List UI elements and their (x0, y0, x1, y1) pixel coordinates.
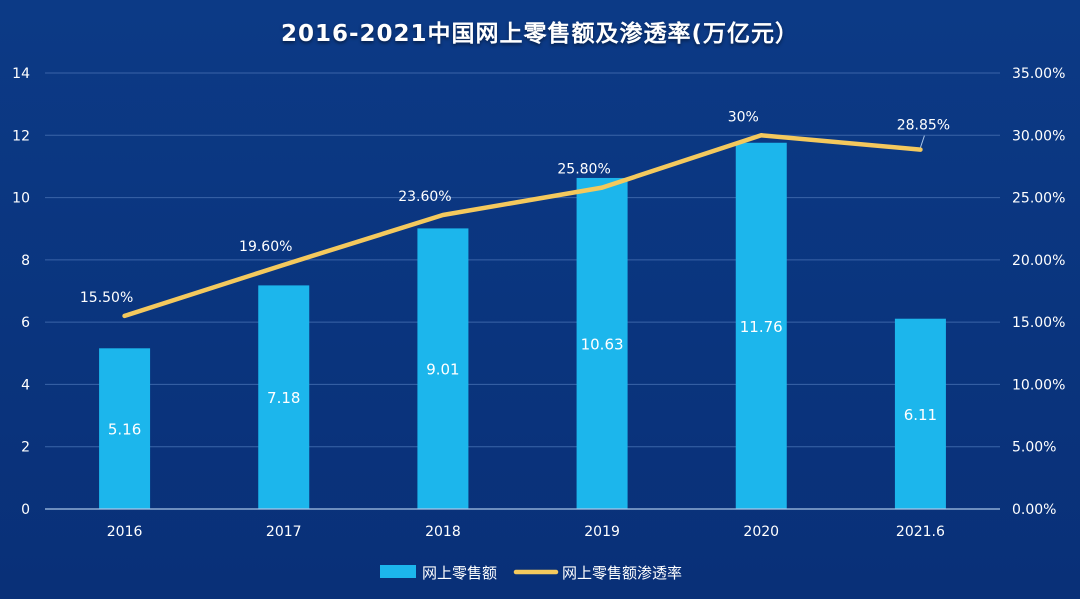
y-right-tick-label: 10.00% (1012, 377, 1065, 393)
x-tick-label: 2018 (425, 524, 461, 540)
y-right-tick-label: 0.00% (1012, 502, 1056, 518)
line-data-labels: 15.50% 19.60% 23.60% 25.80% 30% 28.85% (80, 109, 950, 306)
line-point (281, 262, 286, 267)
line-data-label: 25.80% (557, 162, 610, 178)
line-point (600, 185, 605, 190)
bar-data-label: 7.18 (267, 389, 300, 407)
y-left-tick-label: 8 (21, 253, 30, 269)
y-left-tick-label: 0 (21, 502, 30, 518)
y-left-tick-label: 10 (12, 191, 30, 207)
chart-title: 2016-2021中国网上零售额及渗透率(万亿元） (280, 21, 800, 47)
bar (417, 228, 469, 509)
bar (258, 285, 310, 509)
bar-data-label: 6.11 (904, 406, 937, 424)
bar-data-label: 9.01 (426, 361, 459, 379)
left-axis: 0 2 4 6 8 10 12 14 (12, 66, 30, 518)
line-point (440, 213, 445, 218)
bar-data-label: 10.63 (581, 335, 624, 353)
label-leader-line (919, 135, 925, 148)
x-tick-label: 2016 (107, 524, 143, 540)
y-left-tick-label: 14 (12, 66, 30, 82)
x-tick-label: 2017 (266, 524, 302, 540)
x-tick-label: 2020 (743, 524, 779, 540)
legend: 网上零售额 网上零售额渗透率 (380, 564, 682, 582)
y-right-tick-label: 15.00% (1012, 315, 1065, 331)
y-right-tick-label: 25.00% (1012, 191, 1065, 207)
y-right-tick-label: 20.00% (1012, 253, 1065, 269)
x-tick-label: 2021.6 (896, 524, 945, 540)
bar (576, 177, 628, 510)
legend-swatch-bar (380, 565, 416, 578)
line-point (759, 133, 764, 138)
bar-data-label: 5.16 (108, 421, 141, 439)
line-data-label: 30% (728, 109, 759, 125)
y-left-tick-label: 12 (12, 128, 30, 144)
line-path (122, 133, 923, 319)
right-axis: 0.00% 5.00% 10.00% 15.00% 20.00% 25.00% 30.00%… (1012, 66, 1065, 518)
y-right-tick-label: 35.00% (1012, 66, 1065, 82)
bar-data-label: 11.76 (740, 318, 783, 336)
legend-label: 网上零售额渗透率 (562, 564, 682, 582)
bar (735, 142, 787, 509)
line-point (918, 147, 923, 152)
line-point (122, 313, 127, 318)
line-data-label: 19.60% (239, 239, 292, 255)
bar-series (99, 142, 946, 510)
x-axis: 2016 2017 2018 2019 2020 2021.6 (45, 508, 1000, 540)
line-data-label: 23.60% (398, 189, 451, 205)
legend-label: 网上零售额 (422, 564, 497, 582)
y-left-tick-label: 4 (21, 377, 30, 393)
line-data-label: 28.85% (897, 118, 950, 134)
y-right-tick-label: 30.00% (1012, 128, 1065, 144)
grid-lines (45, 72, 1000, 448)
y-left-tick-label: 2 (21, 440, 30, 456)
line-series (122, 133, 923, 319)
bar (894, 318, 946, 509)
line-data-label: 15.50% (80, 290, 133, 306)
bar-data-labels: 5.16 7.18 9.01 10.63 11.76 6.11 (108, 318, 937, 439)
y-right-tick-label: 5.00% (1012, 440, 1056, 456)
bar (99, 348, 151, 509)
x-tick-label: 2019 (584, 524, 620, 540)
y-left-tick-label: 6 (21, 315, 30, 331)
